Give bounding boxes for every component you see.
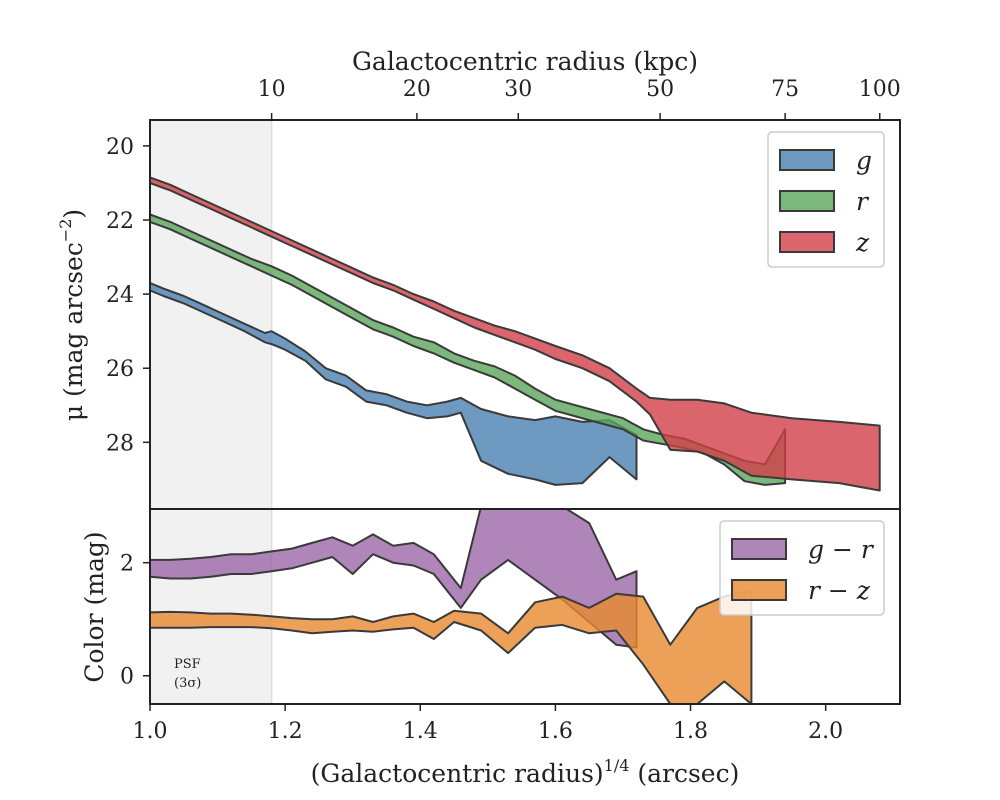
legend-swatch — [779, 149, 835, 171]
band-g — [150, 282, 638, 486]
x-tick-label: 1.8 — [673, 719, 708, 744]
top-tick-label: 30 — [504, 77, 532, 102]
bottom-axis-title: (Galactocentric radius)1/4 (arcsec) — [311, 756, 740, 788]
legend-label: g — [856, 146, 872, 175]
main-panel-ylabel-close: ) — [59, 209, 88, 219]
x-tick-label: 1.0 — [133, 719, 168, 744]
y-tick-label: 2 — [120, 552, 134, 577]
y-tick-label: 24 — [106, 283, 134, 308]
bottom-axis-title-unit: (arcsec) — [629, 759, 739, 788]
main-panel-ylabel-main: μ (mag arcsec — [59, 242, 88, 421]
legend-label: z — [855, 228, 870, 257]
main-panel-ylabel-exp: −2 — [56, 219, 75, 243]
surface-brightness-panel: 20 22 24 26 28 10 20 30 50 75 100 grz — [106, 77, 901, 510]
color-panel: 0 2 1.0 1.2 1.4 1.6 1.8 2.0 g − r r − z — [120, 508, 901, 744]
psf-label-line1: PSF — [174, 657, 201, 672]
top-tick-label: 10 — [258, 77, 286, 102]
top-tick-label: 20 — [403, 77, 431, 102]
y-tick-label: 22 — [106, 209, 134, 234]
bottom-axis-title-exp: 1/4 — [604, 756, 630, 775]
color-panel-ylabel: Color (mag) — [80, 531, 109, 682]
y-tick-label: 28 — [106, 431, 134, 456]
y-tick-label: 20 — [106, 135, 134, 160]
legend-label: g − r — [808, 535, 875, 564]
top-tick-label: 50 — [646, 77, 674, 102]
band-z — [150, 176, 881, 492]
x-tick-label: 1.2 — [268, 719, 303, 744]
main-panel-ylabel: μ (mag arcsec−2) — [56, 209, 88, 421]
psf-label-line2: (3σ) — [174, 676, 201, 691]
top-tick-label: 100 — [859, 77, 901, 102]
x-tick-label: 1.4 — [403, 719, 438, 744]
legend-label: r − z — [808, 576, 871, 605]
band-rz — [150, 590, 753, 704]
series-bands — [150, 509, 753, 704]
series-bands — [150, 176, 881, 492]
top-tick-label: 75 — [771, 77, 799, 102]
top-axis-title: Galactocentric radius (kpc) — [352, 47, 698, 76]
legend-swatch — [779, 190, 835, 212]
psf-shaded-region — [150, 509, 272, 704]
legend-swatch — [779, 231, 835, 253]
legend-label: r — [856, 187, 870, 216]
legend-swatch — [731, 538, 787, 560]
legend: grz — [767, 131, 885, 268]
y-tick-label: 0 — [120, 665, 134, 690]
x-tick-label: 1.6 — [538, 719, 573, 744]
legend: g − r r − z — [719, 520, 885, 616]
y-tick-label: 26 — [106, 357, 134, 382]
bottom-axis-title-main: (Galactocentric radius) — [311, 759, 604, 788]
legend-swatch — [731, 579, 787, 601]
panel-frame — [149, 508, 901, 705]
x-tick-label: 2.0 — [808, 719, 843, 744]
